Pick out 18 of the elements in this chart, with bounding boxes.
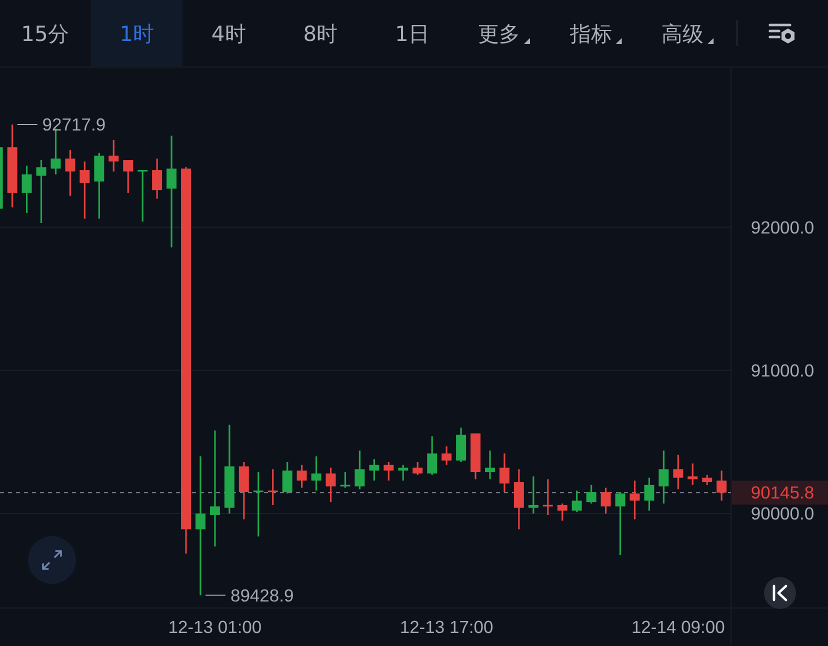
tab-label: 指标	[570, 22, 612, 46]
y-tick-label: 90000.0	[750, 504, 814, 524]
tab-label: 8时	[303, 22, 338, 46]
x-tick-label: 12-14 09:00	[631, 617, 726, 637]
x-tick-label: 12-13 01:00	[168, 617, 262, 637]
ref-line-label: 90145.8	[750, 482, 814, 503]
x-tick-label: 12-13 17:00	[400, 617, 494, 637]
annotation-label: 92717.9	[42, 114, 106, 135]
tab-label: 高级	[662, 22, 704, 46]
tab-label: 1时	[120, 22, 154, 46]
tab-label: 4时	[211, 22, 246, 46]
y-tick-label: 91000.0	[750, 360, 814, 380]
y-tick-label: 92000.0	[750, 217, 814, 238]
annotation-label: 89428.9	[230, 585, 294, 606]
tab-label: 15分	[21, 22, 69, 46]
price-tag: 90145.8	[732, 480, 828, 505]
tab-label: 1日	[395, 22, 430, 46]
tab-label: 更多	[478, 22, 520, 46]
